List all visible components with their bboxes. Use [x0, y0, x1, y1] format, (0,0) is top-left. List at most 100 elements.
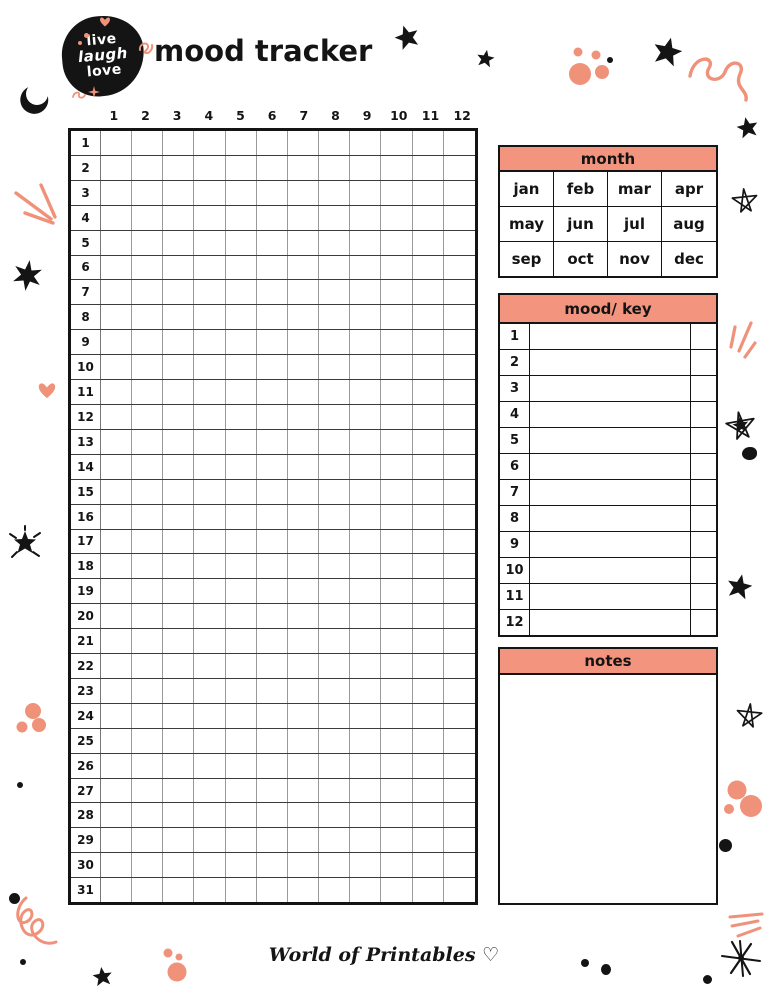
grid-cell[interactable]: [101, 654, 133, 678]
mood-key-description-field[interactable]: [530, 480, 690, 505]
grid-cell[interactable]: [257, 604, 288, 629]
grid-cell[interactable]: [288, 778, 320, 803]
month-cell-feb[interactable]: feb: [554, 172, 608, 207]
grid-cell[interactable]: [381, 529, 413, 554]
grid-cell[interactable]: [257, 654, 288, 678]
grid-cell[interactable]: [381, 703, 413, 728]
grid-cell[interactable]: [381, 205, 413, 230]
grid-cell[interactable]: [194, 230, 226, 255]
grid-cell[interactable]: [381, 155, 413, 180]
grid-cell[interactable]: [226, 529, 257, 554]
grid-cell[interactable]: [132, 803, 164, 828]
grid-cell[interactable]: [132, 878, 164, 903]
grid-cell[interactable]: [101, 205, 133, 230]
mood-key-color-swatch[interactable]: [690, 584, 716, 609]
grid-cell[interactable]: [132, 404, 164, 429]
grid-cell[interactable]: [163, 753, 195, 778]
grid-cell[interactable]: [226, 230, 257, 255]
grid-cell[interactable]: [350, 404, 382, 429]
grid-cell[interactable]: [163, 828, 195, 853]
grid-cell[interactable]: [350, 205, 382, 230]
grid-cell[interactable]: [226, 778, 257, 803]
grid-cell[interactable]: [163, 504, 195, 529]
month-cell-nov[interactable]: nov: [608, 242, 662, 276]
grid-cell[interactable]: [381, 280, 413, 305]
mood-key-description-field[interactable]: [530, 532, 690, 557]
grid-cell[interactable]: [132, 554, 164, 579]
grid-cell[interactable]: [257, 330, 288, 355]
grid-cell[interactable]: [413, 853, 444, 878]
grid-cell[interactable]: [350, 504, 382, 529]
grid-cell[interactable]: [257, 280, 288, 305]
grid-cell[interactable]: [319, 753, 351, 778]
grid-cell[interactable]: [319, 654, 351, 678]
grid-cell[interactable]: [163, 853, 195, 878]
grid-cell[interactable]: [350, 554, 382, 579]
grid-cell[interactable]: [350, 180, 382, 205]
grid-cell[interactable]: [194, 355, 226, 380]
grid-cell[interactable]: [163, 205, 195, 230]
grid-cell[interactable]: [288, 604, 320, 629]
grid-cell[interactable]: [101, 330, 133, 355]
grid-cell[interactable]: [381, 330, 413, 355]
grid-cell[interactable]: [288, 155, 320, 180]
grid-cell[interactable]: [381, 454, 413, 479]
month-cell-oct[interactable]: oct: [554, 242, 608, 276]
grid-cell[interactable]: [194, 678, 226, 703]
grid-cell[interactable]: [413, 654, 444, 678]
mood-key-color-swatch[interactable]: [690, 324, 716, 349]
grid-cell[interactable]: [101, 305, 133, 330]
grid-cell[interactable]: [319, 878, 351, 903]
grid-cell[interactable]: [288, 380, 320, 404]
grid-cell[interactable]: [257, 878, 288, 903]
grid-cell[interactable]: [226, 429, 257, 454]
grid-cell[interactable]: [226, 255, 257, 280]
grid-cell[interactable]: [350, 579, 382, 604]
grid-cell[interactable]: [350, 703, 382, 728]
grid-cell[interactable]: [288, 255, 320, 280]
mood-key-description-field[interactable]: [530, 376, 690, 401]
grid-cell[interactable]: [381, 803, 413, 828]
grid-cell[interactable]: [413, 579, 444, 604]
grid-cell[interactable]: [319, 205, 351, 230]
grid-cell[interactable]: [163, 255, 195, 280]
mood-key-color-swatch[interactable]: [690, 506, 716, 531]
grid-cell[interactable]: [257, 131, 288, 155]
grid-cell[interactable]: [381, 853, 413, 878]
grid-cell[interactable]: [132, 330, 164, 355]
grid-cell[interactable]: [132, 205, 164, 230]
grid-cell[interactable]: [226, 878, 257, 903]
grid-cell[interactable]: [163, 454, 195, 479]
grid-cell[interactable]: [226, 728, 257, 753]
grid-cell[interactable]: [257, 703, 288, 728]
grid-cell[interactable]: [132, 155, 164, 180]
grid-cell[interactable]: [319, 728, 351, 753]
grid-cell[interactable]: [381, 878, 413, 903]
grid-cell[interactable]: [226, 330, 257, 355]
grid-cell[interactable]: [444, 754, 475, 778]
grid-cell[interactable]: [319, 703, 351, 728]
grid-cell[interactable]: [319, 554, 351, 579]
grid-cell[interactable]: [413, 280, 444, 305]
grid-cell[interactable]: [226, 355, 257, 380]
grid-cell[interactable]: [444, 330, 475, 354]
grid-cell[interactable]: [226, 579, 257, 604]
grid-cell[interactable]: [226, 205, 257, 230]
grid-cell[interactable]: [288, 305, 320, 330]
grid-cell[interactable]: [381, 504, 413, 529]
grid-cell[interactable]: [288, 330, 320, 355]
grid-cell[interactable]: [288, 280, 320, 305]
grid-cell[interactable]: [381, 604, 413, 629]
grid-cell[interactable]: [194, 429, 226, 454]
grid-cell[interactable]: [413, 479, 444, 504]
grid-cell[interactable]: [288, 753, 320, 778]
grid-cell[interactable]: [101, 853, 133, 878]
grid-cell[interactable]: [288, 131, 320, 155]
grid-cell[interactable]: [226, 504, 257, 529]
grid-cell[interactable]: [194, 728, 226, 753]
grid-cell[interactable]: [132, 529, 164, 554]
grid-cell[interactable]: [350, 355, 382, 380]
grid-cell[interactable]: [288, 479, 320, 504]
grid-cell[interactable]: [350, 454, 382, 479]
grid-cell[interactable]: [413, 703, 444, 728]
